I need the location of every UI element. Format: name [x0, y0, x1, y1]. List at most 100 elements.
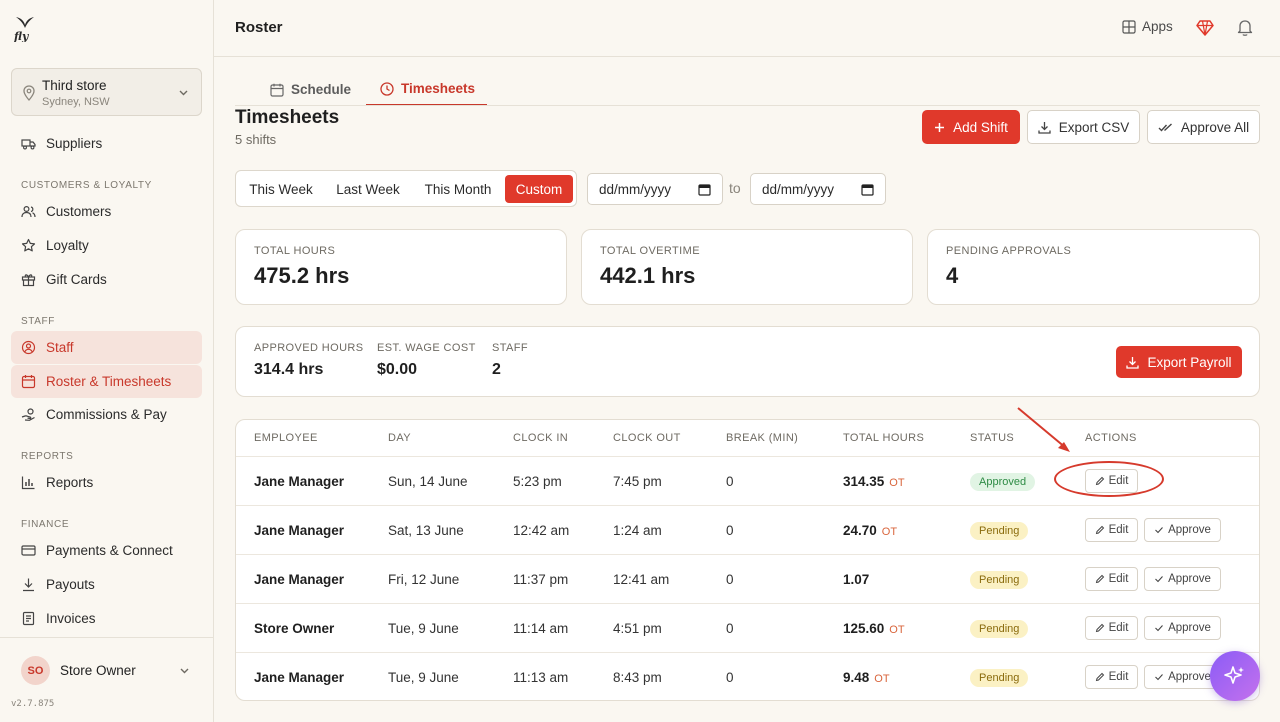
user-circle-icon — [21, 340, 36, 355]
sidebar-item-payments-connect[interactable]: Payments & Connect — [11, 534, 202, 567]
gem-icon[interactable] — [1196, 19, 1214, 37]
col-status: STATUS — [970, 432, 1015, 444]
pending-approvals-value: 4 — [946, 263, 959, 288]
edit-button[interactable]: Edit — [1085, 665, 1138, 689]
sidebar-item-label: Staff — [46, 340, 74, 355]
tab-schedule[interactable]: Schedule — [270, 73, 351, 106]
store-name: Third store — [42, 78, 107, 93]
grid-icon — [1122, 19, 1136, 34]
break-cell: 0 — [726, 670, 734, 685]
sidebar-item-loyalty[interactable]: Loyalty — [11, 229, 202, 262]
range-last-week-button[interactable]: Last Week — [336, 181, 400, 197]
apps-label: Apps — [1142, 19, 1173, 34]
export-payroll-button[interactable]: Export Payroll — [1116, 346, 1242, 378]
tab-timesheets[interactable]: Timesheets — [366, 73, 487, 106]
receipt-icon — [22, 611, 35, 626]
sidebar-item-commissions-pay[interactable]: Commissions & Pay — [11, 398, 202, 431]
sidebar-item-suppliers[interactable]: Suppliers — [11, 127, 202, 160]
double-check-icon — [1158, 122, 1172, 132]
approve-button[interactable]: Approve — [1144, 518, 1221, 542]
bar-chart-icon — [21, 476, 35, 490]
export-payroll-label: Export Payroll — [1147, 354, 1232, 370]
credit-card-icon — [21, 545, 36, 556]
sidebar-item-customers[interactable]: Customers — [11, 195, 202, 228]
sidebar-item-reports[interactable]: Reports — [11, 466, 202, 499]
sidebar-item-gift-cards[interactable]: Gift Cards — [11, 263, 202, 296]
table-row: Jane Manager Tue, 9 June 11:13 am 8:43 pm 0 9… — [236, 653, 1259, 700]
bell-icon[interactable] — [1236, 18, 1254, 37]
add-shift-button[interactable]: Add Shift — [922, 110, 1020, 144]
tab-label: Schedule — [291, 82, 352, 97]
sidebar-item-label: Commissions & Pay — [46, 407, 167, 422]
edit-button[interactable]: Edit — [1085, 518, 1138, 542]
approve-button[interactable]: Approve — [1144, 616, 1221, 640]
store-location: Sydney, NSW — [42, 96, 110, 108]
stat-label: EST. WAGE COST — [377, 342, 476, 354]
stat-label: STAFF — [492, 342, 529, 354]
total-overtime-value: 442.1 hrs — [600, 263, 696, 288]
edit-label: Edit — [1108, 573, 1129, 585]
hand-coins-icon — [21, 408, 35, 421]
to-label: to — [729, 180, 741, 196]
date-from-input[interactable]: dd/mm/yyyy — [587, 173, 723, 205]
store-selector[interactable]: Third store Sydney, NSW — [11, 68, 202, 116]
sidebar-item-invoices[interactable]: Invoices — [11, 602, 202, 635]
export-csv-button[interactable]: Export CSV — [1027, 110, 1140, 144]
approve-label: Approve — [1168, 573, 1211, 585]
calendar-icon — [698, 184, 711, 196]
sidebar-item-roster-timesheets[interactable]: Roster & Timesheets — [11, 365, 202, 398]
range-this-week-button[interactable]: This Week — [249, 181, 313, 197]
truck-icon — [21, 139, 36, 150]
break-cell: 0 — [726, 523, 734, 538]
user-menu[interactable]: SO Store Owner — [0, 637, 213, 701]
approve-button[interactable]: Approve — [1144, 567, 1221, 591]
clock-in-cell: 5:23 pm — [513, 474, 562, 489]
section-reports: REPORTS — [21, 451, 74, 462]
pending-approvals-card: PENDING APPROVALS 4 — [927, 229, 1260, 305]
total-hours-value: 24.70 — [843, 523, 877, 538]
page-title: Roster — [235, 19, 283, 36]
payroll-summary-card: APPROVED HOURS 314.4 hrs EST. WAGE COST … — [235, 326, 1260, 397]
total-hours-cell: 314.35 OT — [843, 474, 905, 489]
approve-button[interactable]: Approve — [1144, 665, 1221, 689]
col-break: BREAK (MIN) — [726, 432, 799, 444]
range-this-month-button[interactable]: This Month — [424, 181, 492, 197]
table-row: Jane Manager Sun, 14 June 5:23 pm 7:45 pm 0 3… — [236, 457, 1259, 506]
pencil-icon — [1095, 672, 1104, 682]
total-hours-value: 1.07 — [843, 572, 870, 587]
table-row: Jane Manager Sat, 13 June 12:42 am 1:24 am 0… — [236, 506, 1259, 555]
clock-out-cell: 12:41 am — [613, 572, 670, 587]
break-cell: 0 — [726, 474, 734, 489]
break-cell: 0 — [726, 621, 734, 636]
edit-button[interactable]: Edit — [1085, 567, 1138, 591]
approve-label: Approve — [1168, 524, 1211, 536]
check-icon — [1155, 576, 1163, 583]
edit-label: Edit — [1108, 475, 1129, 487]
sidebar-item-label: Invoices — [46, 611, 96, 626]
total-overtime-card: TOTAL OVERTIME 442.1 hrs — [581, 229, 913, 305]
employee-cell: Jane Manager — [254, 670, 345, 685]
plus-icon — [935, 122, 945, 132]
range-custom-button[interactable]: Custom — [505, 175, 573, 203]
approve-all-button[interactable]: Approve All — [1147, 110, 1260, 144]
total-hours-value: 9.48 — [843, 670, 870, 685]
edit-button[interactable]: Edit — [1085, 469, 1138, 493]
col-day: DAY — [388, 432, 412, 444]
download-icon — [1038, 121, 1051, 134]
apps-button[interactable]: Apps — [1122, 19, 1173, 34]
sidebar-item-label: Payments & Connect — [46, 543, 173, 558]
header-divider — [236, 456, 1259, 457]
edit-label: Edit — [1108, 622, 1129, 634]
total-hours-cell: 24.70 OT — [843, 523, 897, 538]
sidebar-item-staff[interactable]: Staff — [11, 331, 202, 364]
day-cell: Sun, 14 June — [388, 474, 468, 489]
overtime-flag: OT — [889, 624, 905, 636]
date-to-input[interactable]: dd/mm/yyyy — [750, 173, 886, 205]
pencil-icon — [1095, 574, 1104, 584]
edit-button[interactable]: Edit — [1085, 616, 1138, 640]
ai-assistant-button[interactable] — [1210, 651, 1260, 701]
sidebar-item-payouts[interactable]: Payouts — [11, 568, 202, 601]
overtime-flag: OT — [874, 673, 890, 685]
fly-logo[interactable]: fly — [14, 14, 36, 42]
approve-label: Approve — [1168, 671, 1211, 683]
